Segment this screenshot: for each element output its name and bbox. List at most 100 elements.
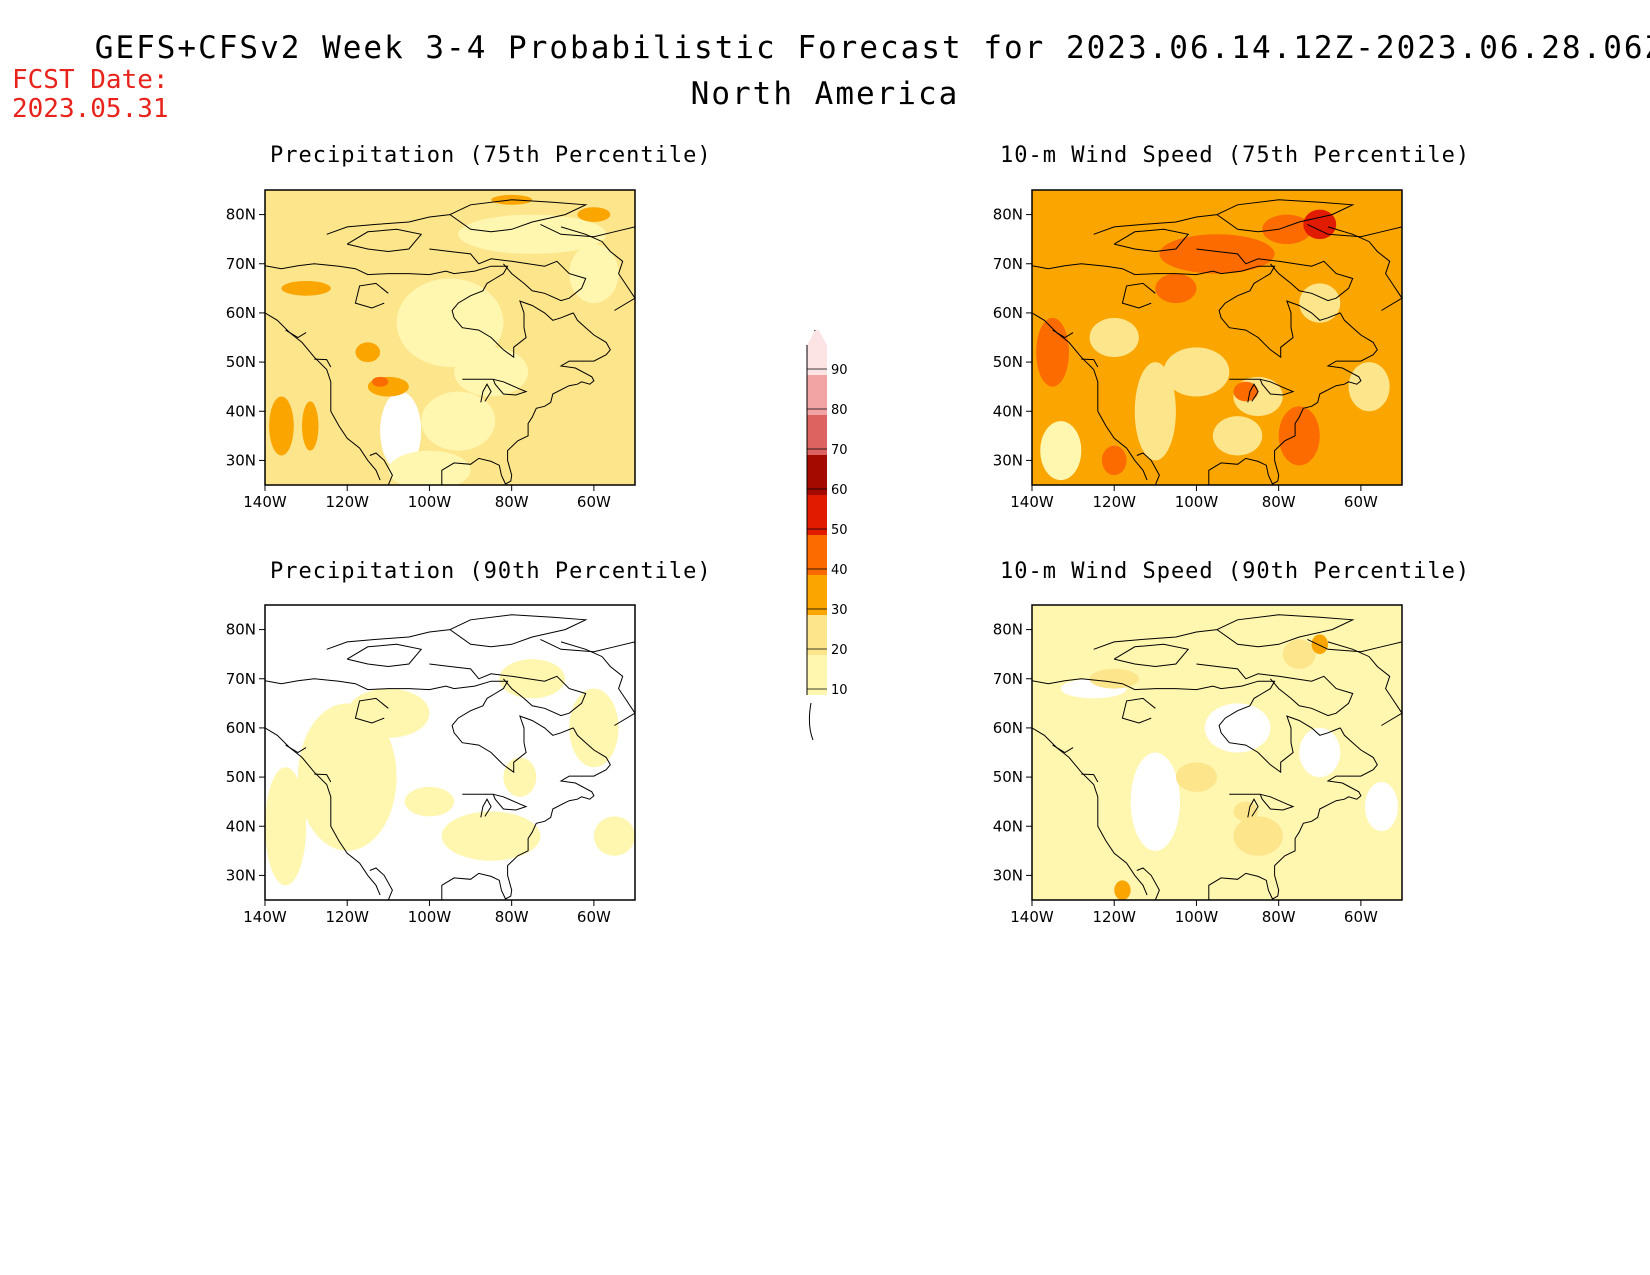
coastline	[314, 773, 332, 783]
field-patch	[297, 703, 397, 851]
lon-tick-label: 120W	[1092, 908, 1136, 926]
coastline	[462, 793, 528, 811]
field-patch	[503, 757, 537, 797]
lon-tick-label: 140W	[1010, 493, 1054, 511]
lat-tick-label: 60N	[226, 304, 256, 322]
coastline	[560, 226, 635, 311]
field-patch	[1130, 752, 1180, 851]
axis-ticks: 80N 70N 60N 50N 40N 30N 140W 120W 100W 80W 60W	[226, 206, 611, 511]
coastline	[1196, 663, 1354, 717]
lat-tick-label: 30N	[993, 866, 1023, 884]
field-patch	[499, 659, 566, 699]
coastline-outline	[1032, 614, 1402, 900]
shading-field	[1032, 190, 1402, 485]
coastline	[1052, 329, 1074, 339]
figure-title: GEFS+CFSv2 Week 3-4 Probabilistic Foreca…	[94, 30, 1650, 66]
lon-tick-label: 100W	[408, 908, 452, 926]
field-patch	[1303, 209, 1337, 240]
field-patch	[388, 450, 471, 485]
field-patch	[281, 280, 331, 296]
lat-tick-label: 50N	[993, 768, 1023, 786]
coastline	[1081, 773, 1099, 783]
coastline	[1229, 793, 1295, 811]
coastline	[480, 383, 492, 403]
field-patch	[454, 347, 529, 397]
coastline	[1247, 383, 1259, 403]
coastline	[369, 452, 393, 485]
field-patch	[396, 278, 504, 367]
shading-field	[265, 190, 635, 485]
lat-tick-label: 70N	[226, 670, 256, 688]
panel-title-precip-90: Precipitation (90th Percentile)	[270, 559, 712, 584]
coastline	[1113, 228, 1190, 253]
coastline	[540, 223, 635, 238]
field-base	[1032, 605, 1402, 900]
map-frame	[264, 189, 636, 486]
field-patch	[1204, 703, 1271, 753]
coastline	[1113, 643, 1190, 668]
coastline	[1032, 263, 1341, 359]
field-patch	[1114, 880, 1131, 900]
coastline-outline	[265, 614, 635, 900]
coastline	[1216, 199, 1355, 233]
colorbar-label: 40	[831, 563, 848, 578]
field-patch	[1040, 421, 1082, 481]
colorbar-segment	[807, 615, 827, 655]
lon-tick-label: 60W	[1344, 908, 1378, 926]
field-patch	[569, 688, 619, 768]
colorbar-label: 80	[831, 403, 848, 418]
coastline	[1121, 282, 1156, 309]
field-patch	[265, 767, 307, 886]
field-patch	[1212, 416, 1263, 456]
field-patch	[1282, 639, 1316, 669]
lat-tick-label: 40N	[226, 402, 256, 420]
colorbar-segment	[807, 375, 827, 415]
lat-tick-label: 70N	[993, 670, 1023, 688]
field-patch	[458, 214, 607, 254]
coastline	[1327, 226, 1402, 311]
field-patch	[1348, 362, 1390, 412]
lat-tick-label: 30N	[226, 866, 256, 884]
lon-tick-label: 80W	[1262, 493, 1296, 511]
coastline	[346, 228, 423, 253]
coastline	[449, 614, 588, 648]
map-precip-90: 80N 70N 60N 50N 40N 30N 140W 120W 100W 80W 60W	[226, 604, 636, 926]
coastline	[354, 282, 389, 309]
coastline	[1121, 697, 1156, 724]
map-precip-75: 80N 70N 60N 50N 40N 30N 140W 120W 100W 80W 60W	[226, 189, 636, 511]
lon-tick-label: 60W	[577, 493, 611, 511]
lon-tick-label: 120W	[325, 908, 369, 926]
field-patch	[347, 688, 430, 738]
field-patch	[355, 342, 381, 363]
lat-tick-label: 50N	[226, 353, 256, 371]
lon-tick-label: 100W	[1175, 493, 1219, 511]
map-frame	[264, 604, 636, 901]
field-patch	[1155, 273, 1197, 304]
field-patch	[371, 376, 389, 387]
coastline	[265, 678, 574, 774]
colorbar-segment	[807, 415, 827, 455]
colorbar-label: 10	[831, 683, 848, 698]
field-patch	[380, 391, 422, 471]
field-patch	[441, 811, 541, 861]
coastline	[1208, 312, 1378, 485]
colorbar-segment	[807, 455, 827, 495]
coastline	[480, 798, 492, 818]
coastline	[1196, 248, 1354, 302]
lon-tick-label: 100W	[408, 493, 452, 511]
coastline	[449, 199, 588, 233]
colorbar-segment	[807, 535, 827, 575]
coastline	[326, 214, 451, 235]
coastline	[441, 727, 611, 900]
lat-tick-label: 70N	[226, 255, 256, 273]
lon-tick-label: 80W	[1262, 908, 1296, 926]
coastline	[1307, 223, 1402, 238]
lat-tick-label: 30N	[993, 451, 1023, 469]
lat-tick-label: 60N	[226, 719, 256, 737]
field-patch	[404, 786, 455, 817]
coastline	[429, 248, 587, 302]
colorbar-label: 50	[831, 523, 848, 538]
field-patch	[1101, 445, 1127, 476]
colorbar-lower-cap	[808, 702, 814, 740]
coastline	[265, 312, 381, 481]
